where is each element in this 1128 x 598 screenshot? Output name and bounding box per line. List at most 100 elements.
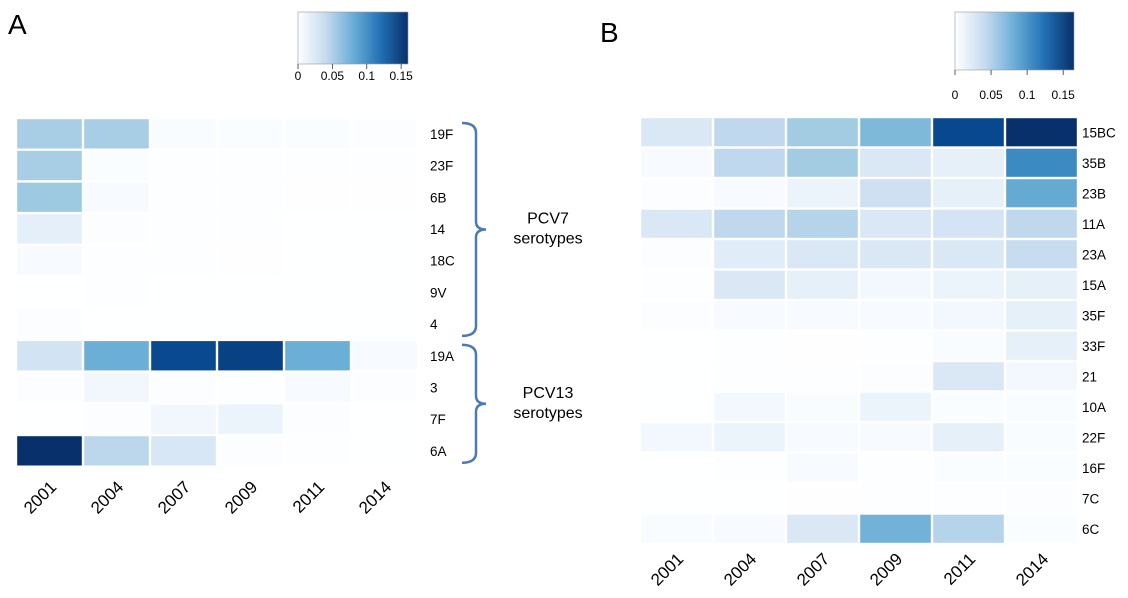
panel-b-cell-23B-2009: [860, 179, 931, 208]
panel-a-legend-tick-label: 0.15: [389, 69, 413, 83]
panel-b-cell-7C-2001: [641, 484, 712, 513]
panel-a-cell-18C-2004: [84, 246, 149, 276]
panel-a-row-label: 4: [430, 317, 438, 332]
panel-a-cell-19F-2014: [352, 119, 417, 149]
panel-b-cell-15A-2007: [787, 270, 858, 299]
panel-b-row-label: 23B: [1082, 186, 1106, 201]
panel-a-cell-19A-2004: [84, 341, 149, 371]
panel-a-row-label: 23F: [430, 159, 453, 174]
panel-a-cell-4-2007: [151, 309, 216, 339]
panel-b-cell-15BC-2009: [860, 118, 931, 147]
panel-b-row-label: 21: [1082, 369, 1097, 384]
panel-a-letter: A: [8, 9, 27, 40]
panel-b-cell-33F-2011: [933, 331, 1004, 360]
panel-b-cell-22F-2004: [714, 423, 785, 452]
panel-b-row-label: 35B: [1082, 156, 1106, 171]
panel-a-cell-18C-2011: [285, 246, 350, 276]
panel-b-legend-tick-label: 0.05: [979, 88, 1003, 102]
panel-a-legend-tick-label: 0.1: [358, 69, 375, 83]
panel-a-cell-23F-2011: [285, 150, 350, 181]
panel-b-cell-7C-2011: [933, 484, 1004, 513]
panel-a-group-label: serotypes: [513, 405, 582, 422]
panel-b-cell-16F-2001: [641, 453, 712, 482]
panel-b-row-label: 6C: [1082, 522, 1100, 537]
panel-b-col-label: 2007: [793, 549, 833, 589]
panel-a-cell-7F-2009: [218, 404, 283, 434]
panel-a-legend-gradient: [297, 11, 409, 65]
panel-b-cell-23A-2009: [860, 240, 931, 269]
panel-b-cell-10A-2007: [787, 392, 858, 421]
panel-b-cell-23B-2014: [1006, 179, 1077, 208]
panel-a-heatmap: 19F 23F 6B 14 18C 9V 4 19A 3 7F 6A 2001 2004 2007 2009…: [17, 11, 583, 518]
panel-b-row-label: 33F: [1082, 339, 1105, 354]
panel-b-row-label: 35F: [1082, 308, 1105, 323]
panel-a-cell-6A-2014: [352, 436, 417, 466]
panel-b-cell-35F-2001: [641, 301, 712, 330]
panel-b-row-label: 15A: [1082, 278, 1106, 293]
panel-b-cell-21-2014: [1006, 362, 1077, 391]
panel-b-cell-15BC-2011: [933, 118, 1004, 147]
panel-a-cell-7F-2004: [84, 404, 149, 434]
panel-b-row-label: 16F: [1082, 461, 1105, 476]
panel-b-legend-gradient: [954, 11, 1075, 71]
panel-a-cell-3-2004: [84, 372, 149, 403]
panel-b-cell-23A-2001: [641, 240, 712, 269]
panel-b-cell-16F-2004: [714, 453, 785, 482]
panel-a-cell-7F-2011: [285, 404, 350, 434]
panel-b-cell-22F-2014: [1006, 423, 1077, 452]
panel-a-cell-9V-2014: [352, 277, 417, 307]
panel-a-cell-3-2007: [151, 372, 216, 403]
panel-a-row-label: 3: [430, 380, 438, 395]
panel-a-cell-9V-2001: [17, 277, 82, 307]
panel-b-cell-23A-2014: [1006, 240, 1077, 269]
panel-a-cell-6B-2001: [17, 182, 82, 212]
panel-b-cell-15BC-2001: [641, 118, 712, 147]
panel-b-cell-11A-2011: [933, 209, 1004, 238]
panel-b-cell-16F-2014: [1006, 453, 1077, 482]
panel-a-group-label: serotypes: [513, 230, 582, 247]
panel-a-cell-9V-2004: [84, 277, 149, 307]
panel-b-cell-35B-2004: [714, 148, 785, 177]
panel-b-cell-35B-2001: [641, 148, 712, 177]
panel-b-cell-22F-2011: [933, 423, 1004, 452]
panel-b-col-label: 2004: [720, 549, 760, 589]
panel-a-cell-7F-2007: [151, 404, 216, 434]
panel-a-col-label: 2004: [87, 477, 127, 517]
panel-a-cell-4-2009: [218, 309, 283, 339]
panel-b-cell-22F-2001: [641, 423, 712, 452]
panel-b-cell-6C-2004: [714, 514, 785, 543]
panel-a-color-legend: 0 0.05 0.1 0.15: [295, 11, 413, 83]
panel-b-letter: B: [600, 17, 619, 48]
panel-a-cell-18C-2009: [218, 246, 283, 276]
panel-a-row-label: 9V: [430, 285, 447, 300]
panel-b-cell-23B-2007: [787, 179, 858, 208]
panel-b-cell-15A-2014: [1006, 270, 1077, 299]
panel-a-row-label: 18C: [430, 254, 455, 269]
panel-b-legend-tick-label: 0.15: [1052, 88, 1076, 102]
panel-a-cell-6A-2009: [218, 436, 283, 466]
panel-a-cell-19A-2011: [285, 341, 350, 371]
panel-a-cell-6B-2014: [352, 182, 417, 212]
panel-b-cell-23A-2011: [933, 240, 1004, 269]
panel-b-cell-15BC-2007: [787, 118, 858, 147]
panel-a-row-label: 19A: [430, 349, 454, 364]
panel-b-cell-11A-2007: [787, 209, 858, 238]
panel-a-col-label: 2014: [355, 477, 395, 517]
panel-a-row-label: 6B: [430, 190, 447, 205]
panel-b-cell-35F-2009: [860, 301, 931, 330]
panel-b-cell-33F-2009: [860, 331, 931, 360]
panel-b-cell-6C-2009: [860, 514, 931, 543]
panel-b-cell-33F-2001: [641, 331, 712, 360]
panel-b-heatmap: 15BC 35B 23B 11A 23A 15A 35F 33F 21 10A 22F 16F 7C 6C…: [641, 11, 1116, 590]
panel-b-col-label: 2001: [647, 549, 687, 589]
panel-b-cell-23A-2004: [714, 240, 785, 269]
panel-a-cell-19F-2011: [285, 119, 350, 149]
panel-a-group-label: PCV7: [527, 210, 569, 227]
panel-b-legend-tick-label: 0: [952, 88, 959, 102]
panel-b-cell-11A-2004: [714, 209, 785, 238]
panel-b-cell-16F-2009: [860, 453, 931, 482]
panel-a-cell-23F-2001: [17, 150, 82, 181]
panel-a-cell-6A-2001: [17, 436, 82, 466]
panel-a-cell-14-2014: [352, 214, 417, 244]
